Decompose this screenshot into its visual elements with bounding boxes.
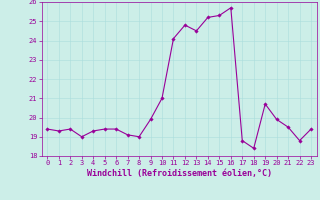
X-axis label: Windchill (Refroidissement éolien,°C): Windchill (Refroidissement éolien,°C) (87, 169, 272, 178)
